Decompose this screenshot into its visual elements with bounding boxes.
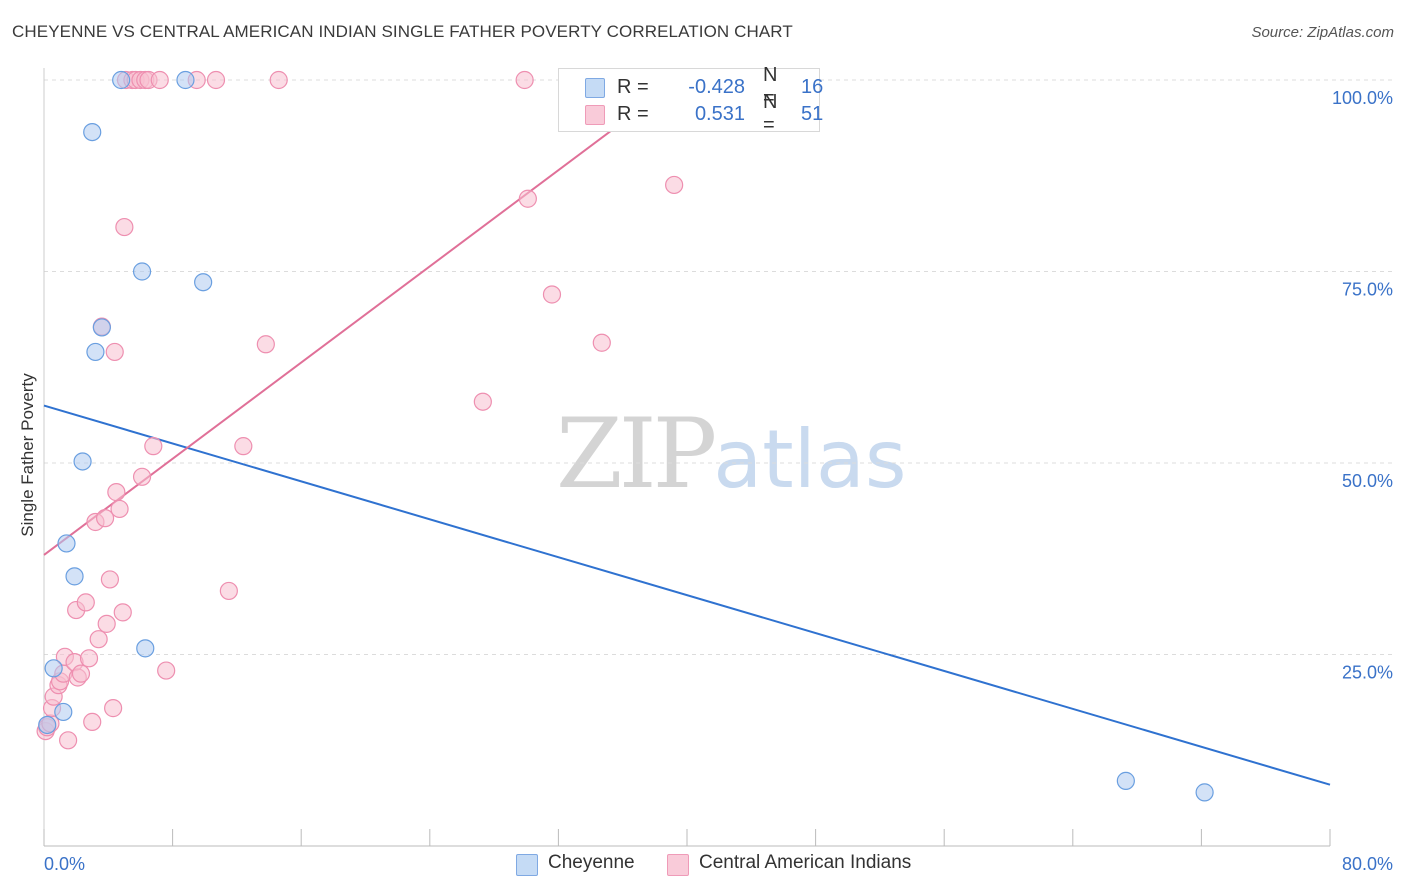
legend-swatch-central-american-indians <box>585 105 605 125</box>
legend-n-label: N = <box>763 64 778 109</box>
data-point <box>473 392 492 411</box>
tick-labels: 25.0% 50.0% 75.0% 100.0% 0.0% 80.0% <box>44 88 1393 874</box>
data-point <box>92 318 111 337</box>
data-point <box>115 217 134 237</box>
data-point <box>107 483 126 502</box>
source-credit: Source: ZipAtlas.com <box>1251 24 1394 41</box>
trend-line <box>43 404 1331 786</box>
data-point <box>54 702 73 722</box>
axes <box>43 68 1331 847</box>
watermark: ZIPatlas <box>556 398 907 510</box>
data-point <box>269 70 288 90</box>
data-point <box>1195 783 1214 802</box>
data-point <box>592 333 611 352</box>
bottom-legend-label: Cheyenne <box>548 852 635 873</box>
legend-n-value: 16 <box>801 75 824 98</box>
data-point <box>76 593 95 612</box>
data-point <box>105 342 124 362</box>
data-point <box>73 452 92 471</box>
legend-n-label: N = <box>763 91 778 136</box>
data-point <box>518 189 537 208</box>
y-tick-label: 50.0% <box>1342 471 1393 491</box>
data-point <box>194 273 213 292</box>
legend-r-value: -0.428 <box>688 75 745 98</box>
legend-r-label: R = <box>617 102 649 125</box>
watermark-atlas: atlas <box>713 413 907 506</box>
data-point <box>83 712 102 732</box>
data-point <box>86 342 105 362</box>
bottom-legend-swatch-cheyenne <box>516 854 538 876</box>
data-point <box>136 639 155 658</box>
y-tick-label: 75.0% <box>1342 280 1393 300</box>
data-point <box>59 731 78 750</box>
data-point <box>83 122 102 142</box>
data-point <box>104 699 123 718</box>
bottom-legend-label: Central American Indians <box>699 852 912 873</box>
data-point <box>97 614 116 633</box>
data-points <box>36 70 1214 802</box>
data-point <box>132 467 152 486</box>
gridlines <box>44 79 1394 655</box>
data-point <box>112 70 131 90</box>
data-point <box>542 285 562 304</box>
legend-r-label: R = <box>617 75 649 98</box>
data-point <box>256 335 275 354</box>
data-point <box>65 567 84 586</box>
data-point <box>234 437 253 456</box>
legend-n-value: 51 <box>801 102 824 125</box>
data-point <box>1116 771 1135 790</box>
x-tick-label: 0.0% <box>44 854 85 874</box>
data-point <box>150 70 169 90</box>
data-point <box>665 175 684 195</box>
correlation-legend: R = -0.428 N = 16 R = 0.531 N = 51 <box>558 64 824 136</box>
bottom-legend-swatch-central-american-indians <box>667 854 689 876</box>
data-point <box>113 603 132 622</box>
x-tick-label: 80.0% <box>1342 854 1393 874</box>
y-axis-label: Single Father Poverty <box>18 373 37 537</box>
data-point <box>79 649 99 668</box>
data-point <box>515 70 534 90</box>
legend-r-value: 0.531 <box>694 102 745 125</box>
data-point <box>144 437 163 456</box>
data-point <box>57 534 76 553</box>
legend-swatch-cheyenne <box>585 78 605 98</box>
data-point <box>176 70 195 90</box>
watermark-zip: ZIP <box>556 398 717 510</box>
data-point <box>44 659 63 678</box>
data-point <box>219 581 238 601</box>
y-tick-label: 25.0% <box>1342 663 1393 683</box>
data-point <box>71 664 91 683</box>
data-point <box>110 499 129 519</box>
chart-title: CHEYENNE VS CENTRAL AMERICAN INDIAN SING… <box>12 22 793 41</box>
data-point <box>38 715 57 735</box>
data-point <box>132 262 152 281</box>
data-point <box>95 509 115 528</box>
trend-lines <box>43 79 1331 786</box>
data-point <box>206 70 226 90</box>
data-point <box>100 570 120 589</box>
data-point <box>157 661 176 680</box>
y-tick-label: 100.0% <box>1332 88 1393 108</box>
data-point <box>89 630 108 649</box>
